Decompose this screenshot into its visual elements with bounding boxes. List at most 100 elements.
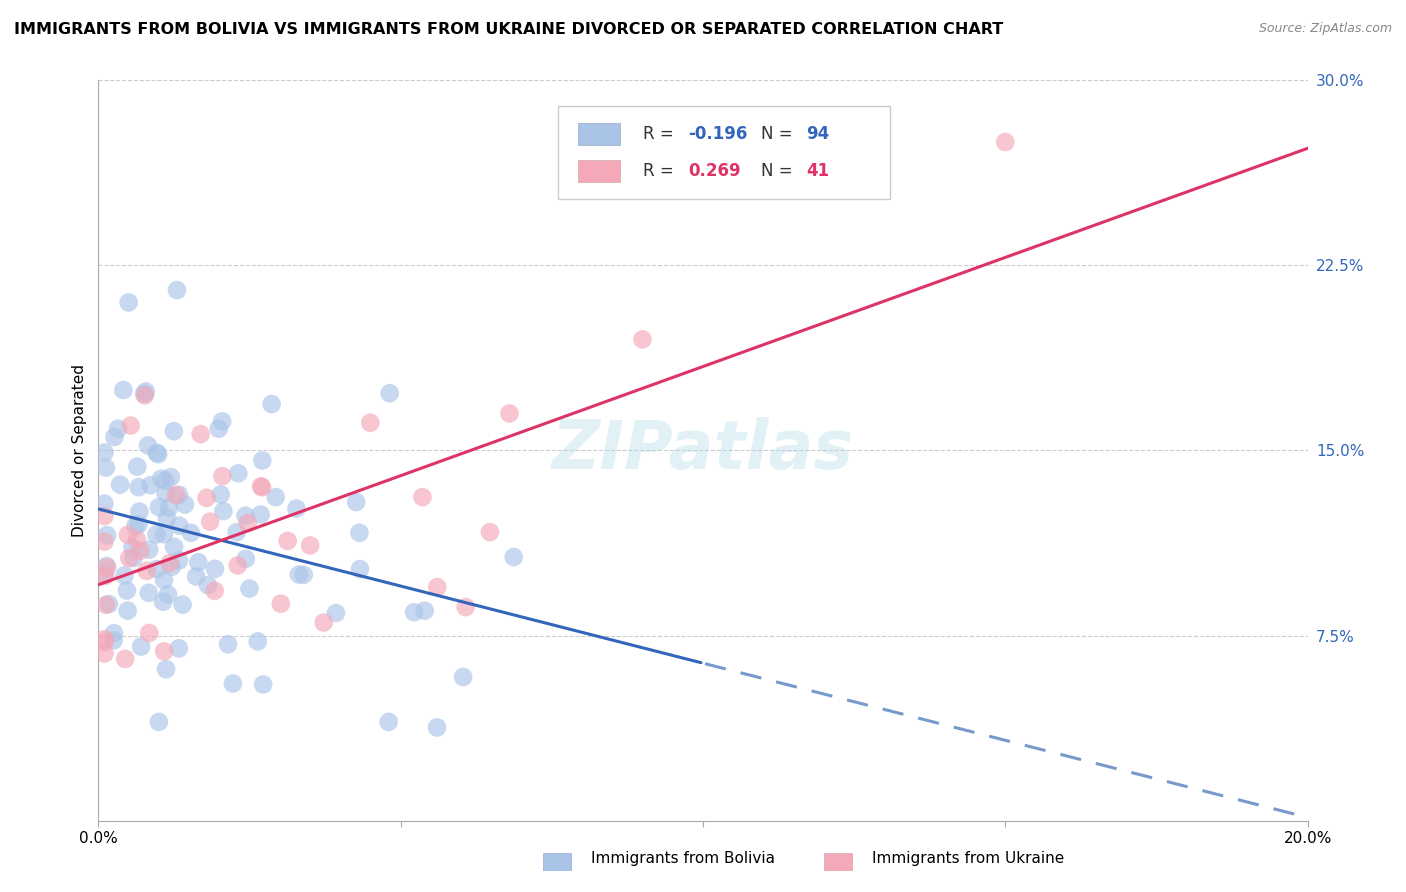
Point [93,635,115,649]
Point [156,587,179,601]
Point [226,558,249,573]
Point [180,525,202,540]
Point [121,541,143,555]
Point [159,470,181,484]
Point [155,662,177,676]
Point [138,542,160,557]
Point [359,416,381,430]
Point [217,637,239,651]
Point [93,567,115,582]
Y-axis label: Divorced or Separated: Divorced or Separated [72,364,87,537]
Point [235,551,257,566]
Point [146,447,169,461]
FancyBboxPatch shape [558,106,890,199]
Point [285,501,308,516]
FancyBboxPatch shape [543,853,571,871]
Point [426,720,449,734]
Point [122,551,145,566]
Text: Immigrants from Ukraine: Immigrants from Ukraine [872,851,1064,865]
Point [174,498,197,512]
Point [155,474,177,488]
Point [94,598,117,612]
Point [204,562,226,576]
Point [93,534,115,549]
Text: IMMIGRANTS FROM BOLIVIA VS IMMIGRANTS FROM UKRAINE DIVORCED OR SEPARATED CORRELA: IMMIGRANTS FROM BOLIVIA VS IMMIGRANTS FR… [14,22,1004,37]
Point [128,480,150,494]
Point [153,527,176,541]
Point [250,480,273,494]
Point [114,652,136,666]
Point [413,604,436,618]
FancyBboxPatch shape [824,853,852,871]
Point [426,580,449,594]
Point [994,135,1017,149]
Point [93,497,115,511]
Point [157,500,180,515]
Point [117,604,139,618]
Point [135,384,157,399]
FancyBboxPatch shape [578,123,620,145]
Point [498,407,520,421]
Point [135,564,157,578]
Point [277,533,299,548]
Point [145,527,167,541]
Point [169,518,191,533]
Point [134,386,156,401]
Text: N =: N = [761,126,799,144]
Point [454,600,477,615]
Point [107,422,129,436]
Point [128,505,150,519]
Point [96,528,118,542]
Point [226,467,249,481]
Point [94,460,117,475]
Text: -0.196: -0.196 [689,126,748,144]
Point [167,553,190,567]
Point [93,647,115,661]
Point [112,383,135,397]
Point [139,478,162,492]
Point [103,430,125,444]
Point [145,446,167,460]
Point [167,641,190,656]
Point [108,477,131,491]
Point [377,714,399,729]
Point [264,490,287,504]
Point [153,644,176,658]
Point [235,508,257,523]
Point [349,525,371,540]
Point [208,422,231,436]
Point [270,597,292,611]
Point [128,517,150,532]
Point [129,543,152,558]
Point [260,397,283,411]
Point [378,386,401,401]
Point [134,388,156,402]
Point [451,670,474,684]
Point [125,533,148,547]
Point [166,283,188,297]
Point [344,495,367,509]
Point [115,583,138,598]
Point [159,556,181,570]
Point [124,519,146,533]
Point [190,427,212,442]
Text: Immigrants from Bolivia: Immigrants from Bolivia [591,851,775,865]
Point [186,569,208,583]
Point [97,597,120,611]
Point [127,459,149,474]
Point [236,516,259,530]
Point [136,438,159,452]
Point [148,500,170,514]
Point [250,479,273,493]
Point [631,332,654,346]
Point [209,487,232,501]
Text: N =: N = [761,162,799,180]
Point [198,515,221,529]
Point [114,568,136,582]
Point [197,578,219,592]
Text: 0.269: 0.269 [689,162,741,180]
Text: 94: 94 [806,126,830,144]
Point [211,414,233,428]
Point [288,567,311,582]
Point [211,469,233,483]
